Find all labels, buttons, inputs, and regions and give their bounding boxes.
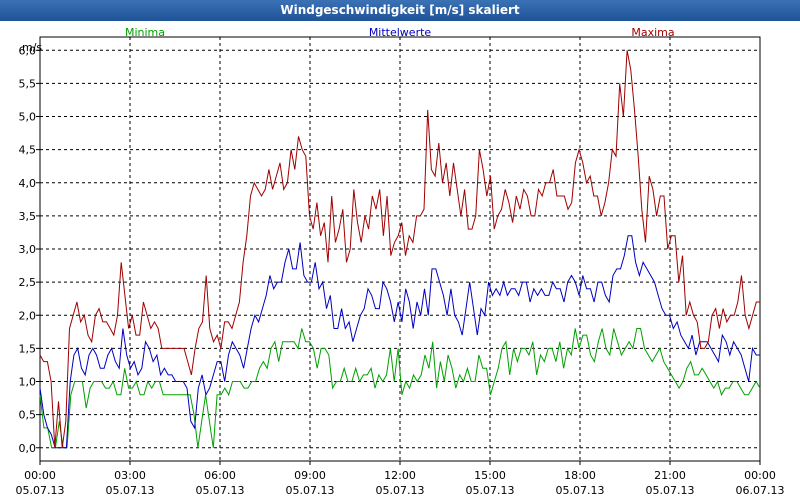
window-title: Windgeschwindigkeit [m/s] skaliert xyxy=(0,0,800,21)
x-tick-date-label: 05.07.13 xyxy=(16,484,65,497)
y-tick-label: 0,0 xyxy=(19,442,37,455)
x-tick-time-label: 03:00 xyxy=(114,469,146,482)
y-tick-label: 3,0 xyxy=(19,243,37,256)
grid-lines xyxy=(40,37,760,461)
y-tick-label: 6,0 xyxy=(19,44,37,57)
x-tick-time-label: 06:00 xyxy=(204,469,236,482)
y-tick-label: 4,5 xyxy=(19,144,37,157)
y-axis-ticks: 0,0 0,5 1,0 1,5 2,0 2,5 3,0 3,5 4,0 4,5 5,0 5,5 6,0 xyxy=(19,44,40,455)
y-tick-label: 5,5 xyxy=(19,77,37,90)
series-line-mittelwerte xyxy=(39,235,760,449)
x-tick-time-label: 00:00 xyxy=(744,469,776,482)
y-tick-label: 3,5 xyxy=(19,210,37,223)
x-tick-time-label: 18:00 xyxy=(564,469,596,482)
series-lines xyxy=(39,50,761,449)
x-tick-date-label: 05.07.13 xyxy=(646,484,695,497)
x-axis-ticks: 00:00 05.07.13 03:00 05.07.13 06:00 05.07.13 0… xyxy=(16,461,785,497)
y-axis-label: m/s xyxy=(22,41,42,54)
legend-entry-mittelwerte: Mittelwerte xyxy=(369,26,432,39)
x-tick-time-label: 00:00 xyxy=(24,469,56,482)
series-line-minima xyxy=(39,328,761,449)
series-line-maxima xyxy=(39,50,760,448)
y-tick-label: 1,0 xyxy=(19,376,37,389)
x-tick-date-label: 05.07.13 xyxy=(106,484,155,497)
legend-entry-maxima: Maxima xyxy=(631,26,674,39)
x-tick-date-label: 06.07.13 xyxy=(736,484,785,497)
y-tick-label: 2,5 xyxy=(19,276,37,289)
x-tick-time-label: 09:00 xyxy=(294,469,326,482)
x-tick-date-label: 05.07.13 xyxy=(466,484,515,497)
x-tick-time-label: 15:00 xyxy=(474,469,506,482)
y-tick-label: 0,5 xyxy=(19,409,37,422)
y-tick-label: 4,0 xyxy=(19,177,37,190)
x-tick-date-label: 05.07.13 xyxy=(556,484,605,497)
legend-entry-minima: Minima xyxy=(125,26,165,39)
x-tick-date-label: 05.07.13 xyxy=(286,484,335,497)
x-tick-date-label: 05.07.13 xyxy=(376,484,425,497)
y-tick-label: 1,5 xyxy=(19,342,37,355)
x-tick-date-label: 05.07.13 xyxy=(196,484,245,497)
y-tick-label: 2,0 xyxy=(19,309,37,322)
x-tick-time-label: 12:00 xyxy=(384,469,416,482)
x-tick-time-label: 21:00 xyxy=(654,469,686,482)
y-tick-label: 5,0 xyxy=(19,111,37,124)
